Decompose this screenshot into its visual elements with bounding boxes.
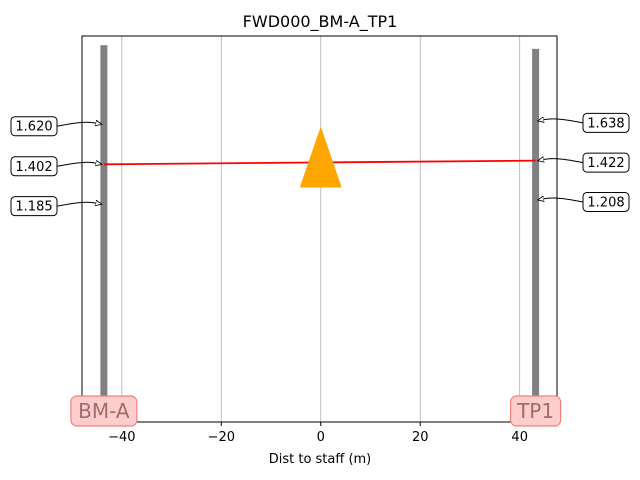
grid	[121, 36, 521, 422]
reading-label-bm-a: 1.185	[15, 200, 52, 215]
reading-arrow	[56, 162, 102, 167]
reading-box	[582, 112, 630, 133]
plot-area	[100, 45, 540, 422]
reading-arrow	[56, 202, 102, 207]
x-tick-label: −20	[208, 430, 235, 445]
staff-bar-bm-a	[100, 45, 108, 422]
reading-label-tp1: 1.422	[587, 156, 624, 171]
reading-arrow	[538, 198, 584, 203]
plot-frame	[81, 35, 558, 423]
staff-bar-tp1	[532, 48, 540, 422]
station-label-bm-a: BM-A	[78, 399, 130, 423]
annotations: 1.620 1.402 1.185 BM-A 1.638 1.422 1.208 TP1	[10, 112, 630, 427]
station-box-bm-a	[70, 395, 138, 427]
x-axis: −40 −20 0 20 40	[108, 422, 528, 445]
reading-label-bm-a: 1.402	[15, 160, 52, 175]
reading-label-tp1: 1.208	[587, 195, 624, 210]
reading-arrow	[538, 159, 584, 164]
reading-box	[10, 196, 58, 217]
x-tick-label: 40	[511, 430, 528, 445]
reading-arrow	[538, 119, 584, 124]
x-axis-label: Dist to staff (m)	[269, 452, 372, 467]
reading-box	[10, 156, 58, 177]
reading-box	[582, 152, 630, 173]
reading-arrow	[56, 122, 102, 127]
station-label-tp1: TP1	[516, 399, 554, 423]
station-box-tp1	[510, 395, 562, 427]
instrument-marker	[299, 126, 342, 188]
reading-box	[10, 116, 58, 137]
x-tick-label: −40	[108, 430, 135, 445]
reading-label-bm-a: 1.620	[15, 120, 52, 135]
x-tick-label: 0	[317, 430, 325, 445]
reading-box	[582, 191, 630, 212]
chart-title: FWD000_BM-A_TP1	[243, 12, 398, 32]
x-tick-label: 20	[412, 430, 429, 445]
reading-label-tp1: 1.638	[587, 116, 624, 131]
